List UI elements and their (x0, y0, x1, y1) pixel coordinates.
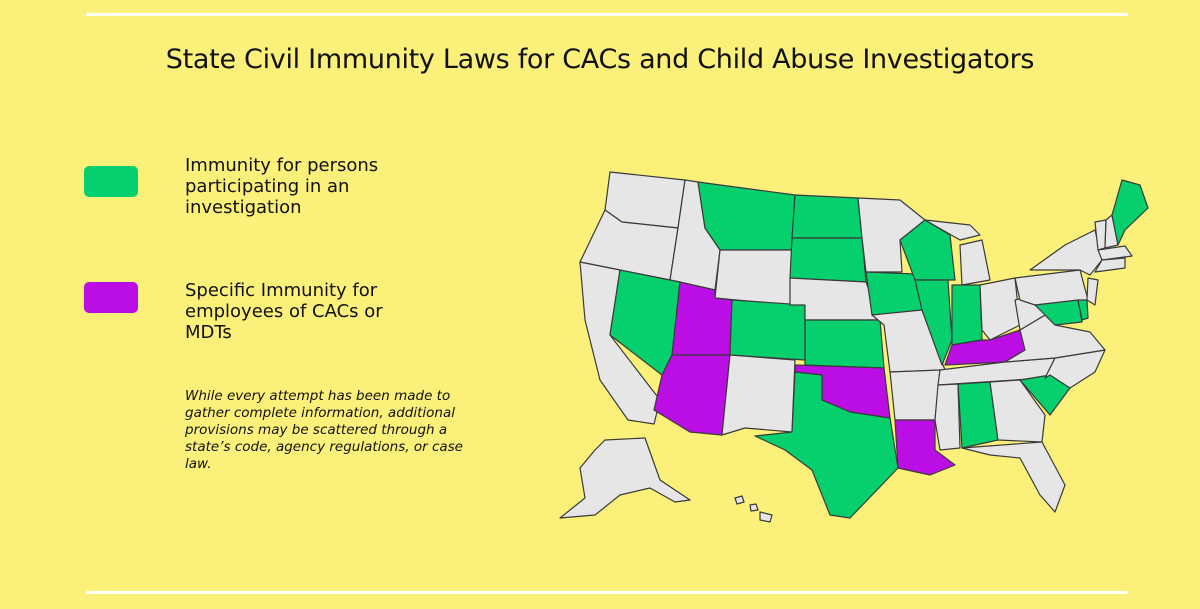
disclaimer-note: While every attempt has been made to gat… (185, 388, 463, 472)
page-title: State Civil Immunity Laws for CACs and C… (165, 44, 1035, 75)
state-texas (754, 371, 899, 519)
state-montana (697, 181, 796, 251)
top-divider (86, 13, 1128, 16)
state-wyoming (714, 249, 793, 306)
state-massachusetts (1097, 245, 1133, 261)
state-wisconsin (899, 219, 956, 281)
state-maine (1111, 179, 1149, 246)
state-new-mexico (721, 354, 796, 436)
state-indiana (951, 284, 983, 346)
state-maryland (1034, 299, 1083, 326)
state-alaska (559, 437, 691, 519)
state-kansas (804, 319, 885, 369)
state-arkansas (889, 369, 941, 421)
state-new-jersey (1086, 277, 1099, 306)
state-connecticut-ri (1094, 257, 1126, 273)
state-colorado (729, 299, 806, 361)
bottom-divider (86, 591, 1128, 594)
legend-label-purple: Specific Immunity for employees of CACs … (185, 280, 383, 343)
state-florida (961, 441, 1066, 513)
state-georgia (989, 379, 1046, 443)
legend-label-green: Immunity for persons participating in an… (185, 155, 379, 218)
state-mississippi (934, 383, 961, 451)
state-hawaii (734, 495, 773, 523)
state-arizona (653, 354, 731, 436)
legend-swatch-purple (84, 282, 138, 313)
state-north-dakota (791, 194, 863, 239)
state-new-york (1029, 229, 1103, 276)
state-south-dakota (789, 237, 867, 283)
state-michigan (924, 219, 991, 286)
state-minnesota (857, 197, 926, 273)
state-illinois (914, 279, 953, 366)
legend-swatch-green (84, 166, 138, 197)
state-ohio (979, 277, 1021, 341)
us-states-map (559, 171, 1149, 523)
state-iowa (865, 271, 923, 316)
state-delaware (1077, 299, 1089, 321)
